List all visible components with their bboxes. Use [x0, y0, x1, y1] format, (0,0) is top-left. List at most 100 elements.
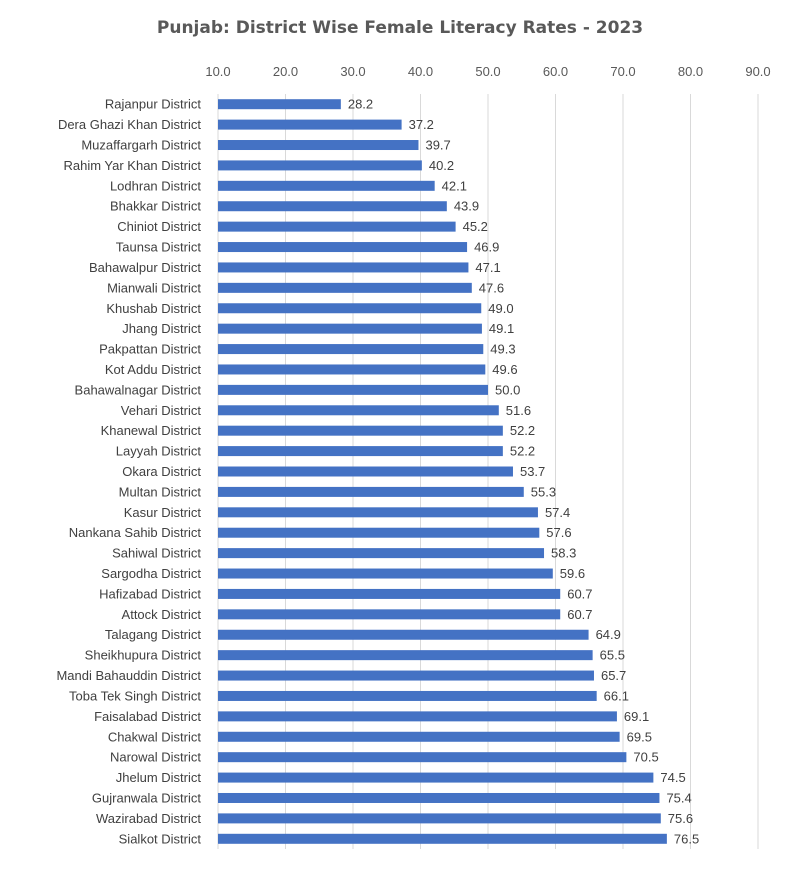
bar	[218, 119, 402, 130]
data-label: 28.2	[348, 97, 373, 112]
data-label: 70.5	[633, 750, 658, 765]
data-label: 52.2	[510, 423, 535, 438]
category-label: Sahiwal District	[112, 546, 201, 561]
category-label: Khanewal District	[101, 423, 202, 438]
data-label: 47.6	[479, 280, 504, 295]
category-label: Mandi Bahauddin District	[56, 668, 201, 683]
category-label: Rahim Yar Khan District	[63, 158, 201, 173]
category-label: Nankana Sahib District	[69, 525, 202, 540]
data-label: 43.9	[454, 199, 479, 214]
bar	[218, 425, 503, 436]
x-tick-label: 80.0	[678, 64, 703, 79]
bar	[218, 323, 482, 334]
category-label: Kasur District	[124, 505, 202, 520]
bar	[218, 752, 627, 763]
bar	[218, 140, 419, 151]
category-label: Talagang District	[105, 627, 201, 642]
data-label: 49.3	[490, 342, 515, 357]
data-label: 65.7	[601, 668, 626, 683]
category-label: Lodhran District	[110, 178, 201, 193]
bar	[218, 568, 553, 579]
data-label: 75.4	[666, 790, 691, 805]
bar	[218, 711, 617, 722]
data-label: 76.5	[674, 831, 699, 846]
data-label: 53.7	[520, 464, 545, 479]
data-label: 39.7	[425, 138, 450, 153]
x-tick-label: 60.0	[543, 64, 568, 79]
category-label: Taunsa District	[116, 240, 202, 255]
x-tick-label: 90.0	[745, 64, 770, 79]
bar	[218, 99, 341, 110]
data-label: 69.5	[627, 729, 652, 744]
bar	[218, 527, 540, 538]
x-tick-label: 30.0	[340, 64, 365, 79]
bar	[218, 588, 561, 599]
data-label: 49.1	[489, 321, 514, 336]
bar	[218, 792, 660, 803]
category-label: Wazirabad District	[96, 811, 201, 826]
data-label: 74.5	[660, 770, 685, 785]
bar	[218, 262, 469, 273]
data-label: 47.1	[475, 260, 500, 275]
category-label: Toba Tek Singh District	[69, 688, 201, 703]
bar	[218, 650, 593, 661]
bar	[218, 833, 667, 844]
bar	[218, 364, 486, 375]
data-label: 50.0	[495, 382, 520, 397]
bar	[218, 731, 620, 742]
bar	[218, 690, 597, 701]
category-label: Jhang District	[122, 321, 201, 336]
x-tick-label: 20.0	[273, 64, 298, 79]
x-tick-label: 40.0	[408, 64, 433, 79]
data-label: 51.6	[506, 403, 531, 418]
data-label: 49.0	[488, 301, 513, 316]
data-label: 66.1	[604, 688, 629, 703]
bar	[218, 201, 447, 212]
category-label: Layyah District	[116, 444, 202, 459]
bar	[218, 344, 484, 355]
data-label: 37.2	[409, 117, 434, 132]
data-label: 49.6	[492, 362, 517, 377]
bar	[218, 507, 538, 518]
category-label: Gujranwala District	[92, 790, 201, 805]
bar	[218, 486, 524, 497]
category-label: Chiniot District	[117, 219, 201, 234]
bar	[218, 772, 654, 783]
data-label: 58.3	[551, 546, 576, 561]
data-label: 57.6	[546, 525, 571, 540]
bar	[218, 160, 422, 171]
category-label: Hafizabad District	[99, 586, 201, 601]
data-label: 64.9	[596, 627, 621, 642]
x-tick-label: 10.0	[205, 64, 230, 79]
data-label: 69.1	[624, 709, 649, 724]
category-label: Chakwal District	[108, 729, 202, 744]
category-label: Mianwali District	[107, 280, 201, 295]
bar	[218, 670, 594, 681]
category-label: Narowal District	[110, 750, 201, 765]
category-label: Sialkot District	[119, 831, 202, 846]
category-label: Okara District	[122, 464, 201, 479]
chart-title: Punjab: District Wise Female Literacy Ra…	[156, 18, 644, 38]
bar	[218, 282, 472, 293]
bar	[218, 446, 503, 457]
category-label: Vehari District	[121, 403, 202, 418]
bar	[218, 384, 488, 395]
category-label: Muzaffargarh District	[81, 138, 201, 153]
bar	[218, 221, 456, 232]
data-label: 57.4	[545, 505, 570, 520]
bar	[218, 242, 468, 253]
category-label: Pakpattan District	[99, 342, 201, 357]
bar	[218, 548, 545, 559]
category-label: Bahawalpur District	[89, 260, 201, 275]
data-label: 55.3	[531, 484, 556, 499]
bar	[218, 180, 435, 191]
bar	[218, 303, 482, 314]
category-label: Faisalabad District	[94, 709, 201, 724]
category-label: Bhakkar District	[110, 199, 201, 214]
bar	[218, 629, 589, 640]
bar	[218, 466, 513, 477]
bar	[218, 405, 499, 416]
data-label: 40.2	[429, 158, 454, 173]
